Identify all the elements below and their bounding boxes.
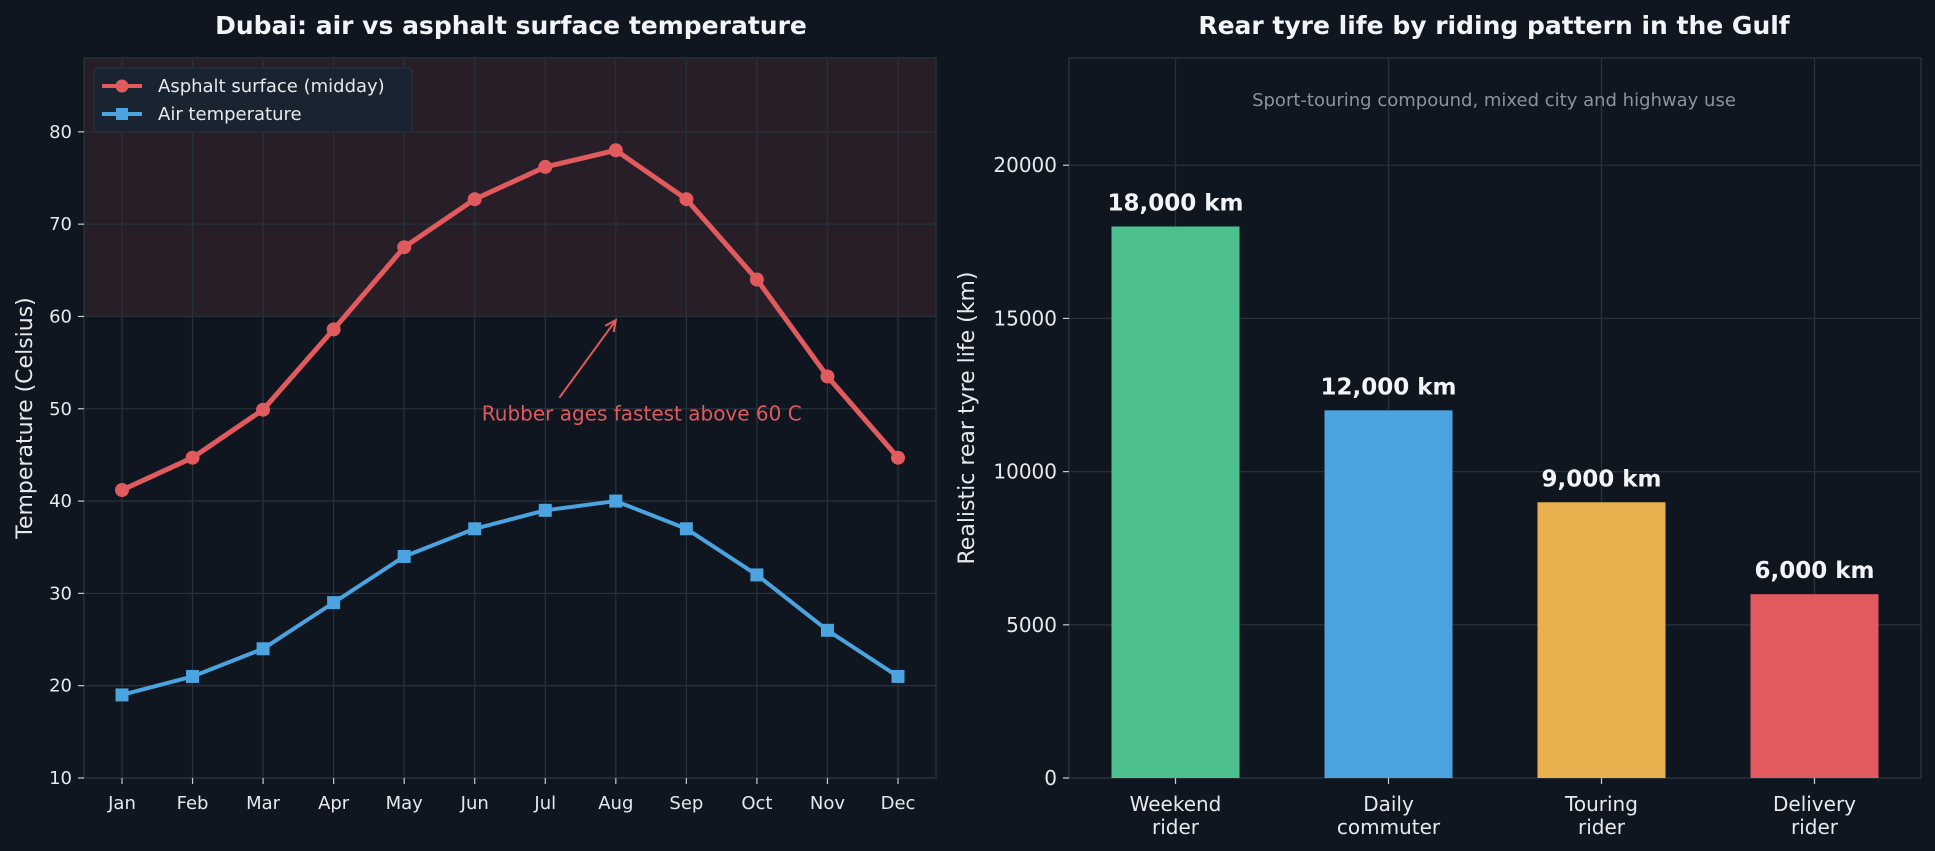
x-tick-label: Delivery rider [1773,792,1856,839]
legend-air-label: Air temperature [158,104,302,125]
air-point [468,522,482,536]
air-point [115,688,129,702]
right-chart-title: Rear tyre life by riding pattern in the … [1198,11,1790,40]
x-tick-label: Sep [669,793,703,814]
annotation-arrowhead [604,318,618,333]
tyre-life-chart: Rear tyre life by riding pattern in the … [955,11,1922,839]
asphalt-point [467,192,482,207]
y-tick-label: 0 [1044,766,1057,790]
x-tick-label: Dec [881,793,916,814]
air-point [186,669,200,683]
right-x-ticks: Weekend rider Daily commuter Touring rider Del… [1130,778,1856,839]
bar [1537,502,1666,778]
series-line-asphalt [120,147,900,493]
asphalt-point [115,483,129,497]
x-tick-label: Aug [598,793,633,814]
y-tick-label: 15000 [993,306,1057,330]
bar [1324,410,1453,778]
annotation-arrow [558,319,617,399]
left-plot-frame [83,57,937,779]
x-tick-label: May [386,793,424,814]
annotation: Rubber ages fastest above 60 C [482,318,802,425]
air-point [750,568,764,582]
y-tick-label: 10 [49,768,72,789]
legend-air-marker [116,108,128,120]
asphalt-point [538,159,553,174]
air-point [327,596,341,610]
asphalt-point [891,450,905,465]
air-point [820,623,834,637]
asphalt-point [326,322,341,337]
air-point [256,642,270,656]
x-tick-label: Daily commuter [1337,792,1441,839]
y-tick-label: 20000 [993,153,1057,177]
left-grid [84,58,936,779]
left-y-axis-label: Temperature (Celsius) [13,297,38,540]
asphalt-point [608,143,623,158]
left-y-ticks: 10 20 30 40 50 60 70 80 [49,122,84,789]
x-tick-label: Oct [741,793,772,814]
air-point [891,669,905,683]
air-point [538,503,552,517]
x-tick-label: Apr [318,793,350,814]
air-point [679,522,693,536]
asphalt-point [749,272,764,287]
right-chart-subtitle: Sport-touring compound, mixed city and h… [1252,90,1736,111]
x-tick-label: Jul [533,793,556,814]
left-series [115,143,905,702]
x-tick-label: Jan [107,793,136,814]
asphalt-point [820,369,835,384]
annotation-text: Rubber ages fastest above 60 C [482,401,802,425]
asphalt-point [185,450,200,465]
bar-value-label: 12,000 km [1320,374,1456,400]
legend-asphalt-marker [115,79,129,93]
y-tick-label: 20 [49,676,72,697]
bar [1111,226,1240,779]
series-line-air [121,499,900,697]
y-tick-label: 5000 [1006,613,1057,637]
bar [1750,594,1879,778]
asphalt-point [397,240,412,255]
y-tick-label: 80 [49,122,72,143]
legend-box [93,67,413,133]
air-point [609,494,623,508]
y-tick-label: 10000 [993,460,1057,484]
x-tick-label: Weekend rider [1130,792,1222,839]
x-tick-label: Nov [810,793,845,814]
right-y-axis-label: Realistic rear tyre life (km) [955,271,980,564]
bar-value-label: 9,000 km [1541,466,1661,492]
left-x-ticks: Jan Feb Mar Apr May Jun Jul Aug Sep Oct Nov Dec [107,778,915,814]
x-tick-label: Mar [246,793,281,814]
legend: Asphalt surface (midday) Air temperature [93,67,413,133]
y-tick-label: 40 [49,491,72,512]
x-tick-label: Touring rider [1564,792,1638,839]
y-tick-label: 30 [49,583,72,604]
x-tick-label: Feb [177,793,209,814]
asphalt-point [256,402,271,417]
legend-asphalt-label: Asphalt surface (midday) [158,76,385,97]
y-tick-label: 70 [49,214,72,235]
right-bars: 18,000 km 12,000 km 9,000 km 6,000 km [1107,191,1879,779]
x-tick-label: Jun [460,793,489,814]
right-y-ticks: 0 5000 10000 15000 20000 [993,153,1069,790]
temperature-chart: Dubai: air vs asphalt surface temperatur… [13,11,937,814]
left-chart-title: Dubai: air vs asphalt surface temperatur… [215,11,807,40]
y-tick-label: 50 [49,399,72,420]
air-point [397,549,411,563]
bar-value-label: 18,000 km [1107,191,1243,217]
asphalt-point [679,192,694,207]
right-plot-frame [1068,57,1922,779]
bar-value-label: 6,000 km [1754,558,1874,584]
y-tick-label: 60 [49,306,72,327]
